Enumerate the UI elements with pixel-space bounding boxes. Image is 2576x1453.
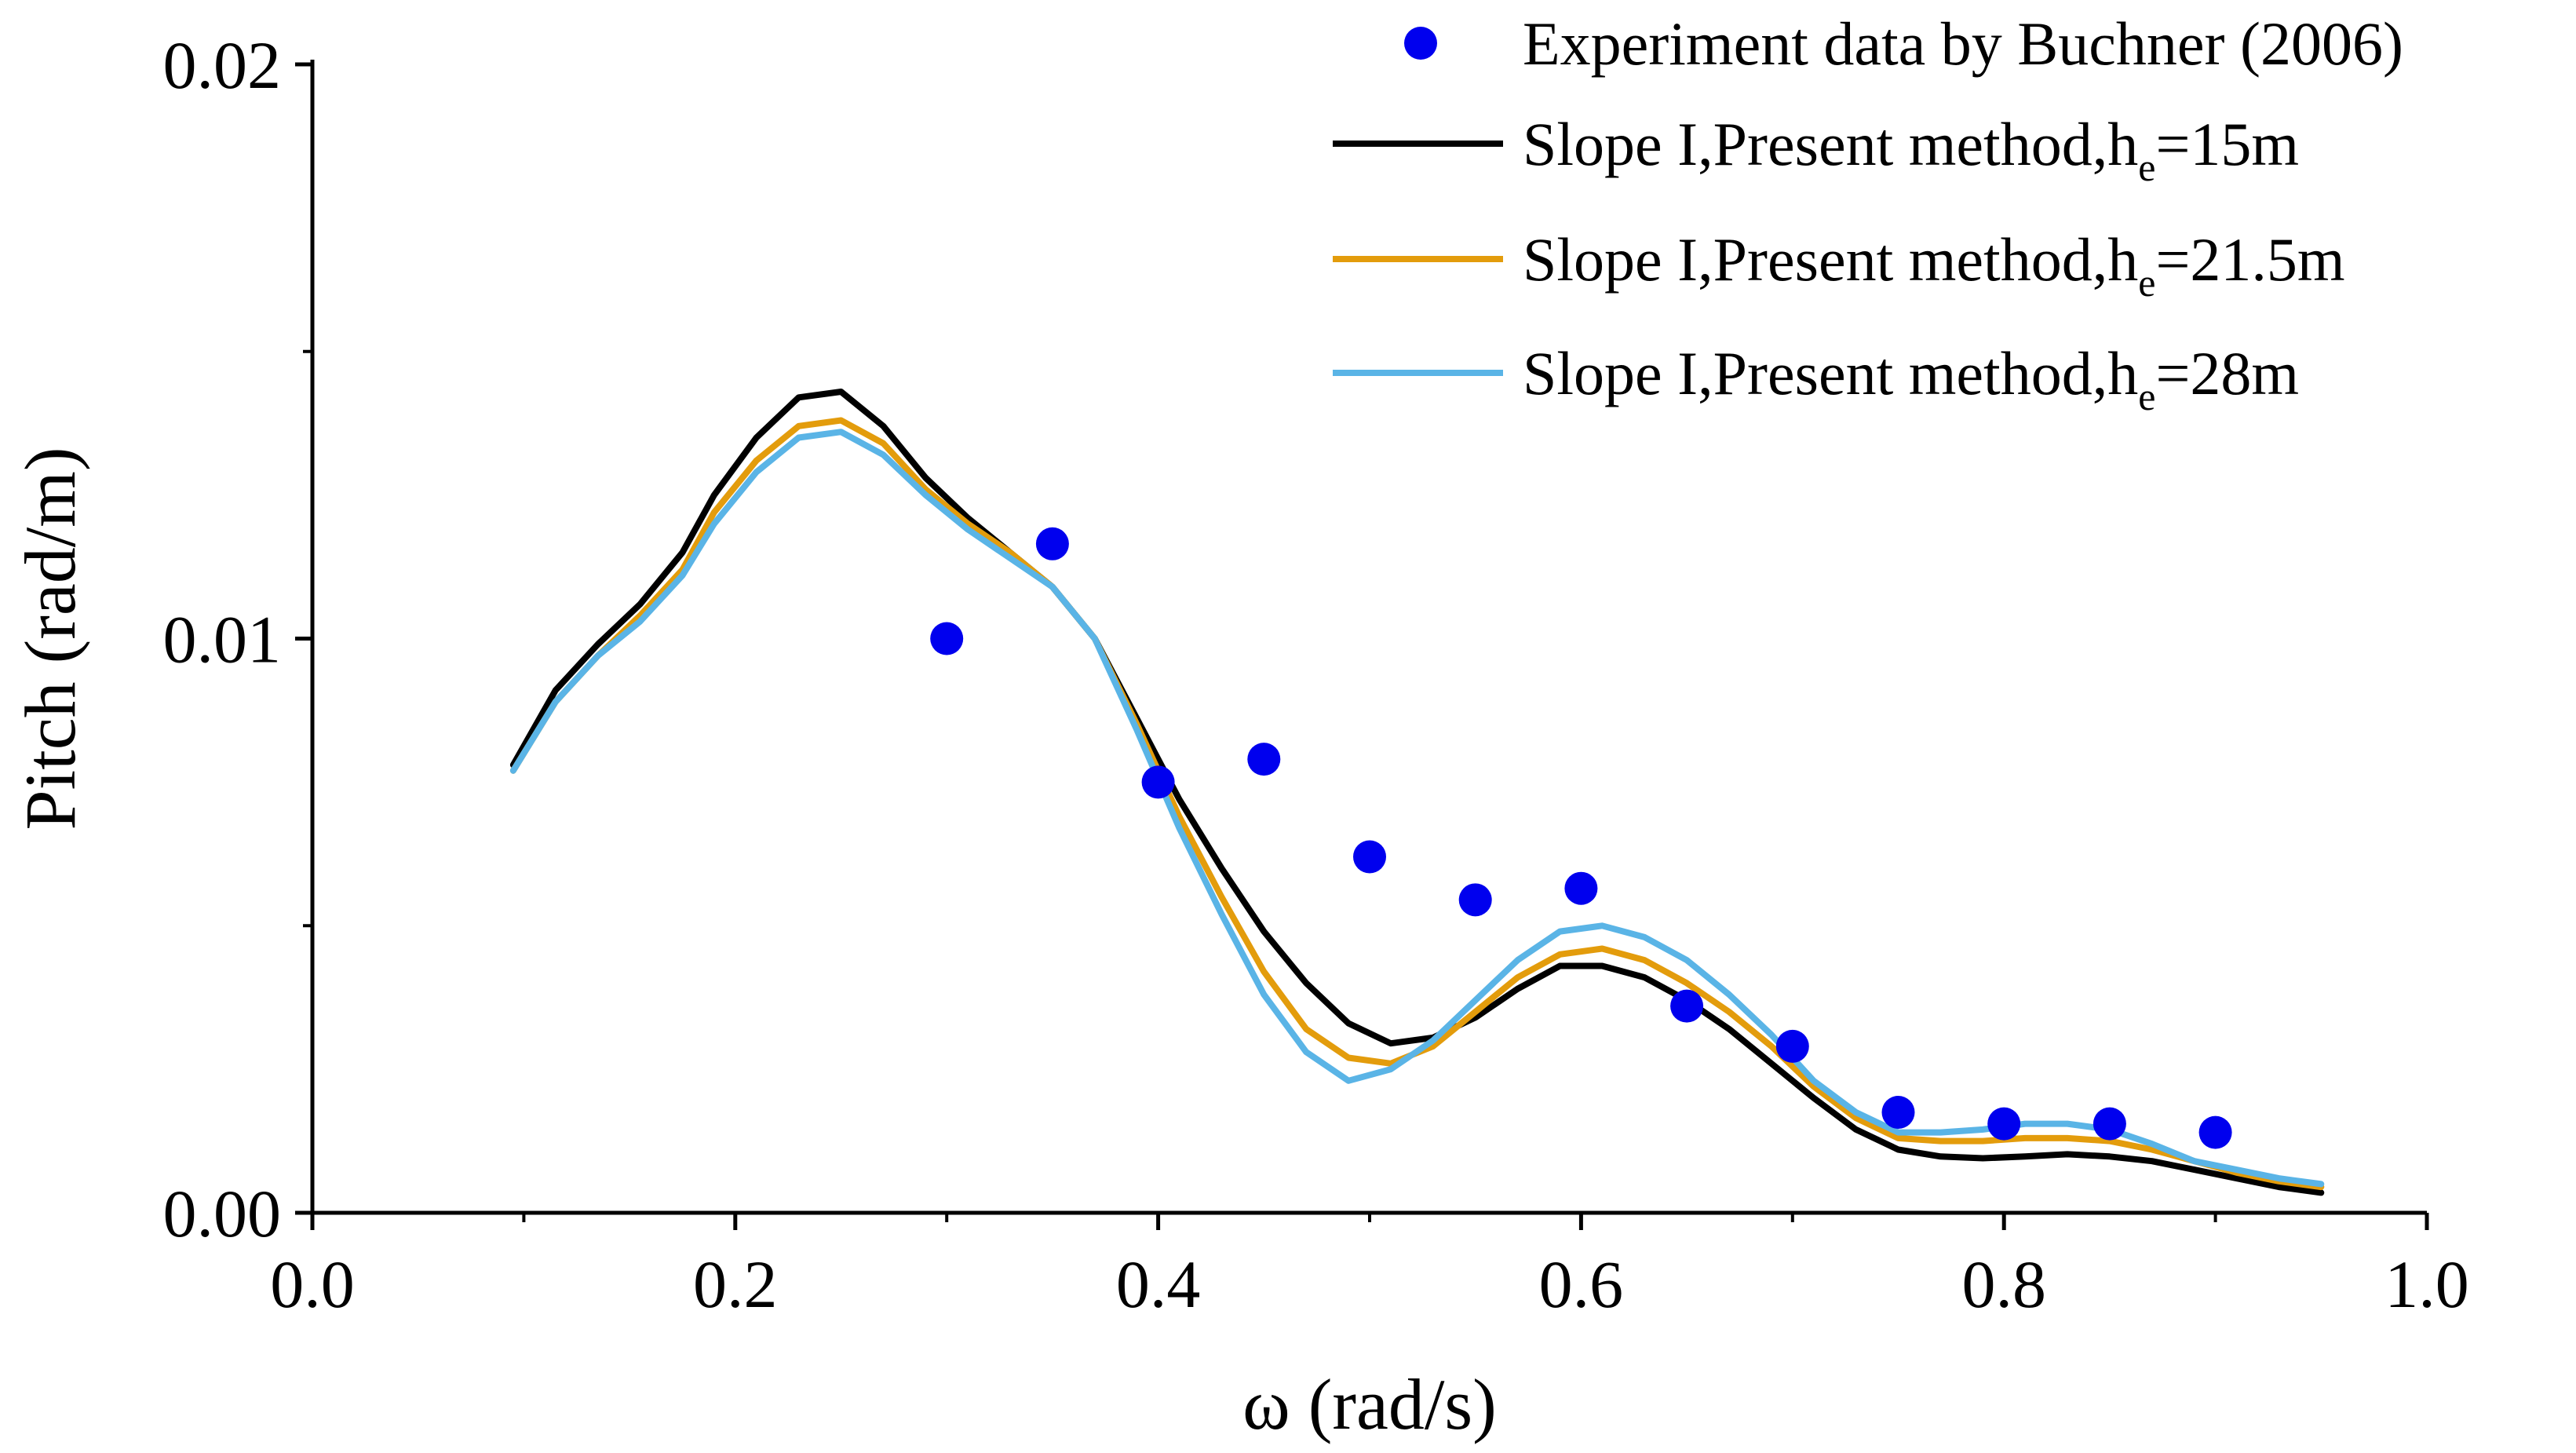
axes: 0.0 0.2 0.4 0.6 0.8 1.0 0.00 0.01 0.02 bbox=[163, 27, 2469, 1322]
scatter-point bbox=[2198, 1115, 2232, 1149]
scatter-points bbox=[930, 527, 2232, 1149]
scatter-point bbox=[1564, 871, 1598, 905]
x-ticks: 0.0 0.2 0.4 0.6 0.8 1.0 bbox=[270, 1213, 2469, 1322]
series-lines bbox=[509, 389, 2325, 1196]
legend-item-3: Slope I,Present method,he=21.5m bbox=[1333, 225, 2345, 305]
scatter-point bbox=[1035, 527, 1069, 560]
scatter-point bbox=[1247, 743, 1281, 776]
legend-label: Slope I,Present method,he=15m bbox=[1523, 110, 2299, 189]
legend-item-4: Slope I,Present method,he=28m bbox=[1333, 339, 2299, 418]
x-tick-label: 0.2 bbox=[693, 1247, 778, 1322]
scatter-point bbox=[1353, 840, 1386, 874]
x-tick-label: 0.0 bbox=[270, 1247, 355, 1322]
plot-area bbox=[509, 389, 2325, 1196]
legend-item-1: Experiment data by Buchner (2006) bbox=[1404, 9, 2403, 78]
scatter-point bbox=[1881, 1095, 1915, 1129]
scatter-point bbox=[1141, 765, 1175, 799]
x-tick-label: 0.4 bbox=[1116, 1247, 1201, 1322]
y-tick-label: 0.01 bbox=[163, 602, 282, 677]
legend-item-2: Slope I,Present method,he=15m bbox=[1333, 110, 2299, 189]
scatter-point bbox=[1670, 989, 1704, 1023]
legend-marker bbox=[1404, 27, 1437, 60]
y-tick-label: 0.02 bbox=[163, 27, 282, 103]
x-axis-title: ω (rad/s) bbox=[1242, 1364, 1497, 1444]
series-line-2 bbox=[509, 417, 2325, 1191]
series-line-3 bbox=[509, 429, 2325, 1188]
y-axis-title: Pitch (rad/m) bbox=[10, 447, 90, 831]
x-tick-label: 1.0 bbox=[2384, 1247, 2469, 1322]
scatter-point bbox=[2093, 1107, 2126, 1141]
legend-label: Slope I,Present method,he=28m bbox=[1523, 339, 2299, 418]
series-line-1 bbox=[509, 389, 2325, 1196]
y-ticks: 0.00 0.01 0.02 bbox=[163, 27, 312, 1251]
scatter-point bbox=[930, 622, 964, 655]
legend-label: Experiment data by Buchner (2006) bbox=[1523, 9, 2403, 78]
x-tick-label: 0.8 bbox=[1961, 1247, 2046, 1322]
legend: Experiment data by Buchner (2006) Slope I… bbox=[1333, 9, 2403, 418]
scatter-point bbox=[1775, 1029, 1809, 1063]
scatter-point bbox=[1987, 1107, 2021, 1141]
x-tick-label: 0.6 bbox=[1539, 1247, 1624, 1322]
scatter-point bbox=[1458, 883, 1492, 917]
y-tick-label: 0.00 bbox=[163, 1176, 282, 1251]
legend-label: Slope I,Present method,he=21.5m bbox=[1523, 225, 2345, 305]
